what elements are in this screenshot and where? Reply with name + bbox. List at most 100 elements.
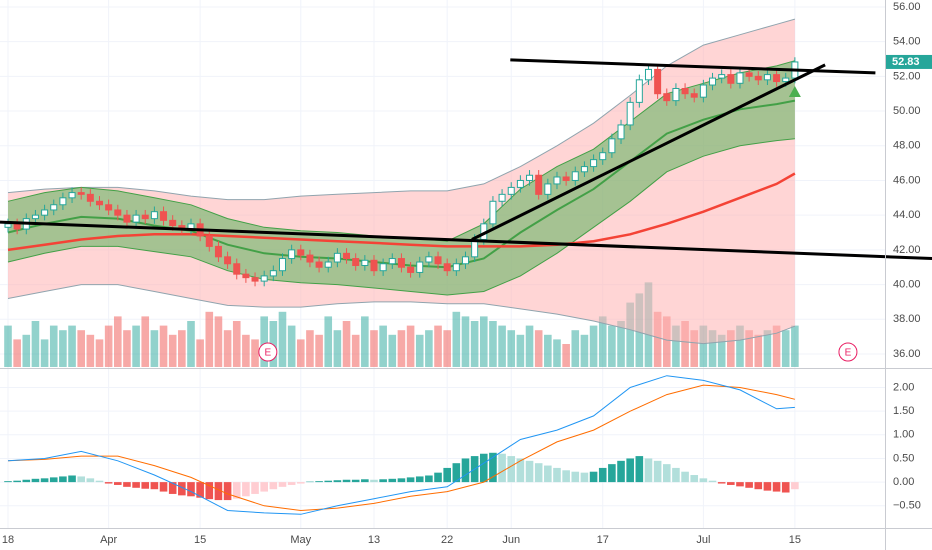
histogram-bar	[150, 482, 159, 490]
histogram-bar	[406, 477, 415, 483]
volume-bar	[306, 330, 314, 367]
x-tick-label: Apr	[100, 534, 117, 546]
volume-bar	[178, 330, 186, 367]
candle-body	[379, 263, 387, 272]
volume-bar	[690, 330, 699, 367]
histogram-bar	[287, 482, 296, 485]
volume-bar	[598, 316, 607, 367]
histogram-bar	[598, 467, 607, 483]
histogram-bar	[278, 482, 287, 487]
candle-body	[224, 256, 232, 265]
last-price-label: 52.83	[892, 56, 920, 68]
candle-body	[95, 200, 103, 206]
y-tick-label: 56.00	[893, 1, 921, 13]
volume-bar	[553, 339, 561, 367]
y-tick-label: 42.00	[893, 244, 921, 256]
volume-bar	[617, 321, 625, 367]
y-tick-label: −0.50	[893, 500, 921, 512]
candle-body	[59, 197, 67, 206]
histogram-bar	[772, 482, 781, 492]
volume-bar	[727, 330, 735, 367]
histogram-bar	[269, 482, 278, 490]
histogram-bar	[727, 482, 735, 485]
histogram-bar	[699, 478, 708, 483]
candle-body	[324, 261, 332, 268]
histogram-bar	[516, 458, 525, 483]
histogram-bar	[571, 471, 580, 483]
candle-body	[516, 179, 524, 188]
volume-bar	[287, 325, 296, 367]
candle-body	[608, 138, 616, 154]
y-tick-label: 44.00	[893, 209, 921, 221]
candle-body	[288, 249, 296, 260]
candle-body	[425, 256, 433, 263]
candle-body	[690, 93, 698, 98]
volume-bar	[425, 330, 433, 367]
candle-body	[214, 245, 222, 258]
histogram-bar	[141, 482, 150, 489]
histogram-bar	[434, 472, 442, 483]
candle-body	[754, 75, 762, 81]
histogram-bar	[736, 482, 744, 487]
histogram-bar	[626, 458, 634, 483]
volume-bar	[653, 311, 662, 367]
candle-body	[599, 152, 607, 161]
volume-bar	[132, 325, 140, 367]
histogram-bar	[251, 482, 259, 494]
volume-bar	[479, 316, 488, 367]
candle-body	[251, 277, 259, 282]
volume-bar	[443, 330, 451, 367]
candle-body	[361, 259, 369, 266]
candle-body	[4, 223, 12, 228]
candle-body	[461, 256, 469, 265]
candle-body	[86, 193, 94, 202]
histogram-bar	[534, 463, 543, 483]
x-tick-label: 17	[597, 534, 609, 546]
y-tick-label: 0.00	[893, 476, 914, 488]
trend-line	[471, 63, 826, 241]
volume-bar	[681, 321, 689, 367]
histogram-bar	[415, 476, 424, 483]
volume-bar	[196, 339, 204, 367]
volume-bar	[397, 330, 406, 367]
histogram-bar	[123, 482, 131, 487]
histogram-bar	[40, 478, 49, 483]
volume-bar	[672, 325, 680, 367]
volume-bar	[461, 316, 470, 367]
earnings-marker	[258, 342, 278, 362]
x-tick-label: 18	[2, 534, 14, 546]
candle-body	[397, 258, 405, 268]
volume-bar	[516, 334, 525, 367]
volume-bar	[150, 330, 159, 367]
volume-bar	[113, 316, 122, 367]
histogram-bar	[388, 478, 397, 483]
candle-body	[617, 124, 625, 140]
moving-average	[7, 172, 796, 252]
earnings-label: E	[845, 348, 852, 359]
candle-body	[434, 256, 442, 265]
histogram-bar	[791, 482, 799, 490]
histogram-bar	[589, 471, 598, 483]
y-tick-label: 54.00	[893, 36, 921, 48]
histogram-bar	[745, 482, 753, 488]
candle-body	[233, 263, 241, 275]
histogram-bar	[361, 479, 369, 483]
histogram-bar	[507, 456, 516, 483]
histogram-bar	[232, 482, 241, 499]
candle-body	[169, 219, 177, 227]
x-tick-label: May	[290, 534, 311, 546]
candle-body	[205, 235, 213, 247]
volume-bar	[214, 316, 223, 367]
volume-bar	[544, 334, 552, 367]
volume-bar	[470, 321, 479, 367]
y-tick-label: 50.00	[893, 105, 921, 117]
candle-body	[443, 263, 451, 272]
candle-body	[718, 74, 726, 79]
band-lower	[7, 284, 796, 345]
volume-bar	[589, 325, 598, 367]
candle-body	[654, 68, 662, 95]
volume-bar	[141, 316, 150, 367]
candle-body	[672, 87, 680, 102]
volume-bar	[31, 321, 40, 367]
histogram-bar	[13, 480, 21, 483]
